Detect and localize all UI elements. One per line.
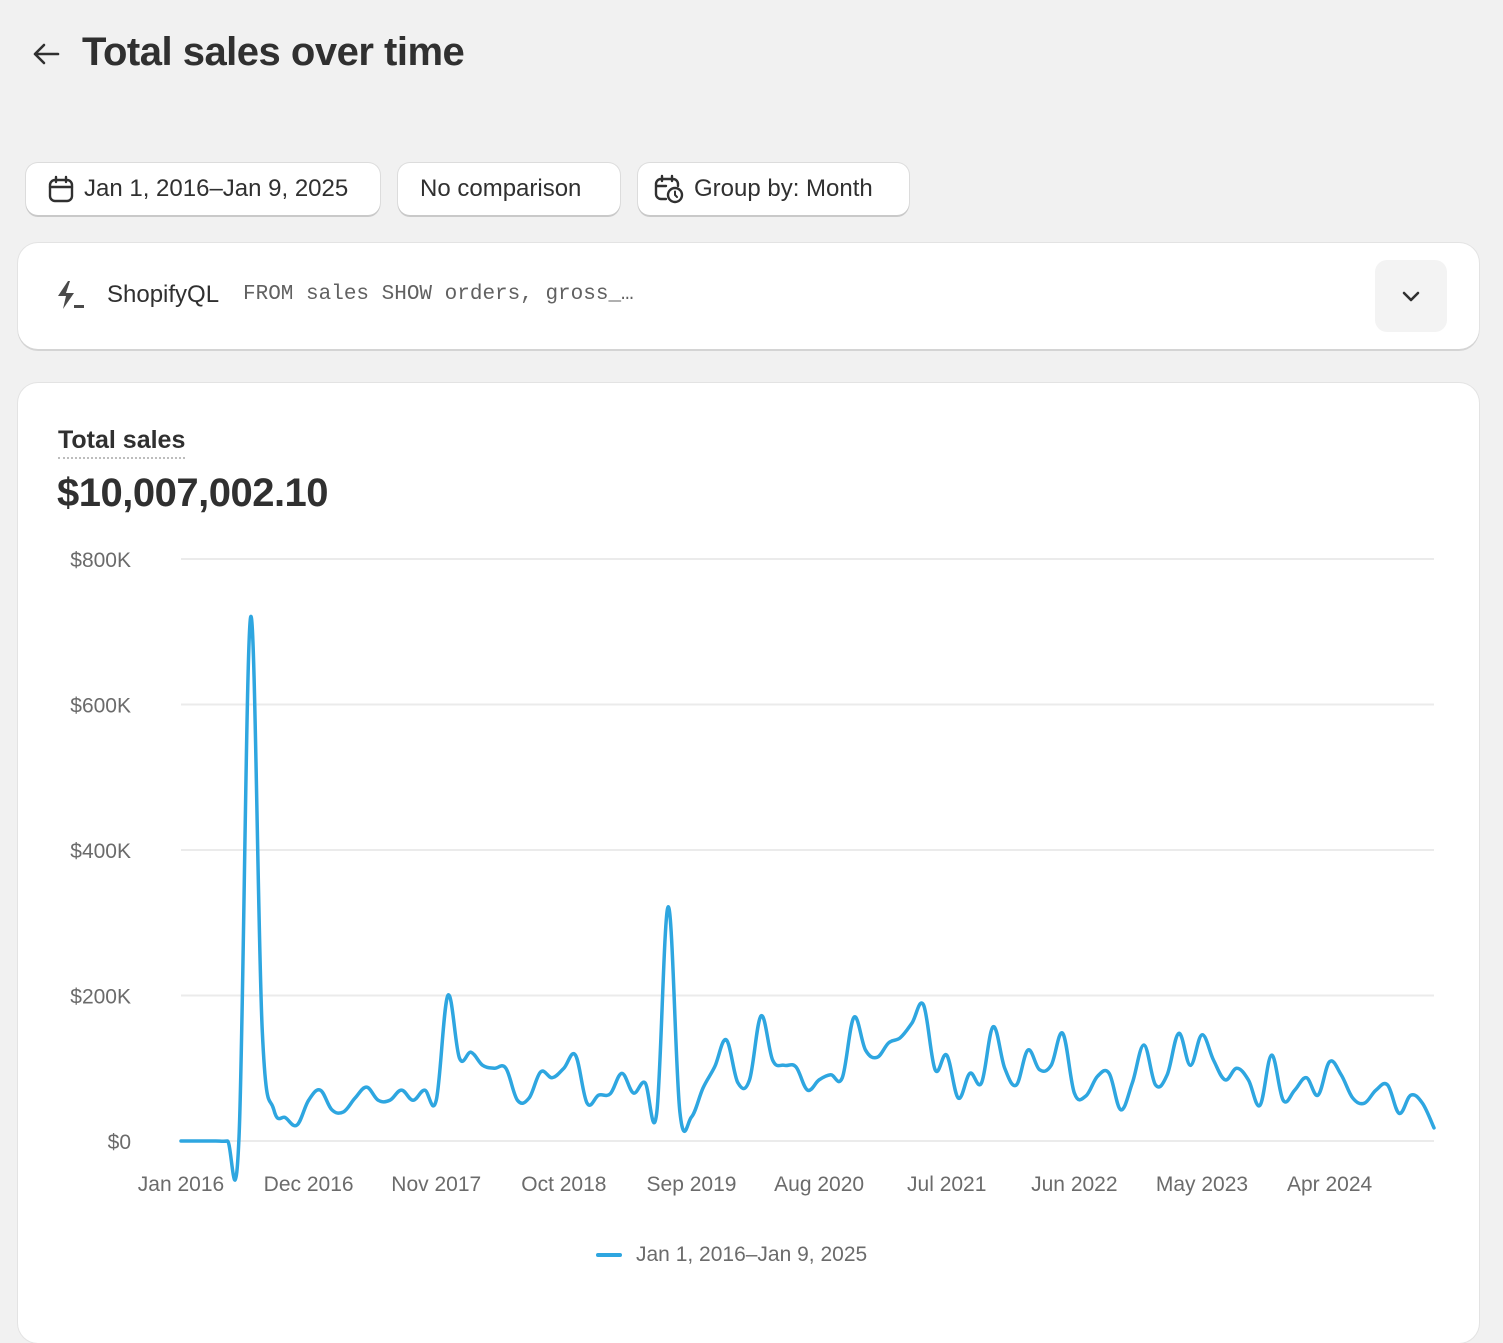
x-tick-label: Sep 2019: [647, 1173, 737, 1196]
x-tick-label: Jan 2016: [138, 1173, 224, 1196]
comparison-label: No comparison: [420, 175, 582, 202]
x-tick-label: May 2023: [1156, 1173, 1248, 1196]
x-tick-label: Jul 2021: [907, 1173, 986, 1196]
chart-card: Total sales $10,007,002.10 $0 $200K $400K $…: [18, 383, 1479, 1343]
chevron-down-icon: [1402, 291, 1420, 302]
y-tick-label: $0: [108, 1131, 131, 1154]
legend-swatch: [596, 1253, 622, 1257]
y-tick-label: $600K: [70, 695, 131, 718]
y-tick-label: $200K: [70, 986, 131, 1009]
series-line: [179, 614, 1436, 1182]
x-tick-label: Dec 2016: [264, 1173, 354, 1196]
x-tick-label: Apr 2024: [1287, 1173, 1373, 1196]
legend: Jan 1, 2016–Jan 9, 2025: [596, 1243, 867, 1267]
y-tick-label: $800K: [70, 549, 131, 572]
query-preview: FROM sales SHOW orders, gross_…: [243, 283, 634, 306]
shopifyql-bar[interactable]: ShopifyQL FROM sales SHOW orders, gross_…: [18, 243, 1479, 349]
calendar-clock-icon: [654, 174, 684, 204]
lightning-icon: [58, 281, 84, 309]
group-by-label: Group by: Month: [694, 175, 873, 202]
calendar-icon: [48, 175, 74, 203]
line-chart: $0 $200K $400K $600K $800K Jan 2016 Dec 2016 No…: [70, 549, 1436, 1196]
x-tick-label: Aug 2020: [774, 1173, 864, 1196]
page-title: Total sales over time: [82, 30, 465, 74]
y-tick-label: $400K: [70, 840, 131, 863]
date-range-button[interactable]: Jan 1, 2016–Jan 9, 2025: [26, 163, 380, 215]
metric-label[interactable]: Total sales: [58, 426, 186, 459]
legend-label: Jan 1, 2016–Jan 9, 2025: [636, 1243, 868, 1266]
back-button[interactable]: [28, 36, 64, 72]
metric-value: $10,007,002.10: [57, 471, 329, 515]
x-tick-label: Oct 2018: [521, 1173, 606, 1196]
x-tick-label: Jun 2022: [1031, 1173, 1117, 1196]
shopifyql-label: ShopifyQL: [107, 281, 220, 308]
expand-query-button[interactable]: [1375, 260, 1447, 332]
date-range-label: Jan 1, 2016–Jan 9, 2025: [84, 175, 349, 202]
arrow-left-icon: [33, 43, 60, 65]
group-by-button[interactable]: Group by: Month: [638, 163, 909, 215]
comparison-button[interactable]: No comparison: [398, 163, 620, 215]
x-tick-label: Nov 2017: [391, 1173, 481, 1196]
